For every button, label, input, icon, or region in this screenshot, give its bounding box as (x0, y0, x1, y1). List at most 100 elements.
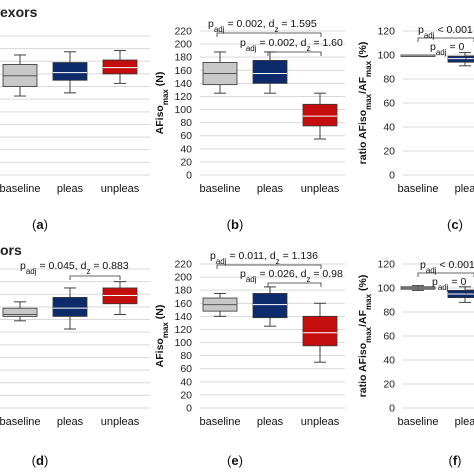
panel-tag-close: ) (44, 453, 48, 468)
y-axis-label-sub2: max (364, 293, 373, 310)
y-axis-label-sub: max (364, 93, 373, 110)
section-title-top: exors (0, 4, 38, 20)
ann-p: p (208, 18, 214, 30)
ann-p-sub: adj (246, 44, 257, 53)
ann-value: = 0.883 (90, 260, 128, 272)
ann-text: = 0.011, d (227, 250, 276, 262)
y-axis-label-tail: (N) (154, 305, 166, 323)
y-axis-label-main: AFiso (154, 105, 166, 134)
significance-bracket (417, 37, 474, 42)
category-label: baseline (398, 183, 439, 195)
y-tick-label: 60 (383, 98, 395, 110)
significance-bracket (216, 32, 322, 37)
ann-value: = 1.136 (280, 250, 318, 262)
y-tick-label: 60 (180, 363, 192, 375)
ann-d-sub: z (274, 25, 278, 34)
category-label: plea (455, 416, 474, 428)
ann-d-sub: z (306, 275, 310, 284)
y-axis-label-main: ratio AFiso (357, 110, 369, 164)
y-tick-label: 160 (174, 298, 192, 310)
box-unpleas (302, 315, 338, 347)
box-plea (447, 55, 474, 63)
y-tick-label: 100 (377, 50, 395, 62)
ann-p-sub: adj (426, 266, 437, 275)
significance-annotation: padj = 0.045, dz = 0.883 (20, 260, 129, 276)
category-label: pleas (57, 183, 84, 195)
panel-tag: (c) (447, 217, 463, 232)
box-unpleas (302, 103, 338, 127)
y-axis-label: ratio AFisomax/AFmax (%) (357, 275, 373, 398)
y-tick-label: 20 (180, 389, 192, 401)
panel-tag-open: ( (32, 217, 37, 232)
y-tick-label: 160 (174, 65, 192, 77)
significance-bracket (69, 275, 121, 280)
panel-tag-open: ( (32, 453, 37, 468)
ann-p-sub: adj (246, 275, 257, 284)
ann-p: p (210, 250, 216, 262)
category-label: pleas (57, 416, 84, 428)
y-axis-label-mid: /AF (357, 76, 369, 94)
ann-text: < 0.001 (437, 259, 474, 271)
category-label: pleas (257, 416, 284, 428)
y-axis-label: AFisomax (N) (154, 305, 170, 368)
y-tick-label: 180 (174, 285, 192, 297)
y-axis-label-main: ratio AFiso (357, 343, 369, 397)
ann-p-sub: adj (26, 267, 37, 276)
panel-tag-close: ) (457, 453, 461, 468)
y-axis-label-sub: max (364, 326, 373, 343)
y-axis-label-main: AFiso (154, 338, 166, 367)
y-tick-label: 100 (174, 337, 192, 349)
y-tick-label: 40 (180, 143, 192, 155)
panel-tag-letter: f (453, 453, 458, 468)
significance-bracket (465, 289, 474, 294)
ann-text: = 0 (449, 276, 467, 288)
ann-text: < 0.001 (435, 24, 473, 36)
ann-p-sub: adj (424, 31, 435, 40)
ann-value: = 0.98 (310, 268, 343, 280)
y-tick-label: 200 (174, 272, 192, 284)
significance-annotation: padj = 0 (430, 41, 464, 57)
y-tick-label: 0 (389, 170, 395, 182)
significance-annotation: padj = 0.002, dz = 1.595 (208, 18, 317, 34)
ann-text: = 0.002, d (225, 18, 275, 30)
panel-tag-open: ( (447, 217, 452, 232)
category-label: baseline (200, 183, 241, 195)
y-axis-label-tail: (N) (154, 72, 166, 90)
panel-tag-letter: a (36, 217, 44, 232)
significance-bracket (417, 272, 474, 277)
significance-bracket (267, 51, 322, 56)
significance-annotation: padj = 0.002, dz = 1.60 (240, 37, 343, 53)
y-tick-label: 0 (186, 403, 192, 415)
box-unpleas (102, 59, 138, 75)
y-tick-label: 140 (174, 311, 192, 323)
category-label: baseline (0, 416, 40, 428)
ann-value: = 1.595 (278, 18, 316, 30)
panel-tag: (e) (227, 453, 243, 468)
y-tick-label: 0 (389, 403, 395, 415)
ann-p-sub: adj (214, 25, 225, 34)
panel-tag-close: ) (239, 217, 243, 232)
y-tick-label: 20 (180, 156, 192, 168)
y-tick-label: 120 (174, 91, 192, 103)
y-tick-label: 220 (174, 26, 192, 38)
category-label: unpleas (101, 416, 140, 428)
box-pleas (252, 293, 288, 319)
y-tick-label: 0 (186, 170, 192, 182)
panel-tag-open: ( (227, 453, 232, 468)
y-axis-label: AFisomax (N) (154, 72, 170, 135)
category-label: unpleas (101, 183, 140, 195)
section-title-bottom: ors (0, 242, 22, 258)
y-axis-label-sub: max (161, 322, 170, 339)
category-label: baseline (0, 183, 40, 195)
y-axis-label-tail: (%) (357, 275, 369, 294)
category-label: pleas (257, 183, 284, 195)
significance-annotation: padj = 0 (432, 276, 466, 292)
ann-text: = 0.026, d (257, 268, 307, 280)
panel-a: baseline pleas unpleas (a) (0, 35, 150, 232)
y-tick-label: 200 (174, 39, 192, 51)
y-tick-label: 120 (174, 324, 192, 336)
category-label: baseline (200, 416, 241, 428)
y-tick-label: 40 (180, 376, 192, 388)
